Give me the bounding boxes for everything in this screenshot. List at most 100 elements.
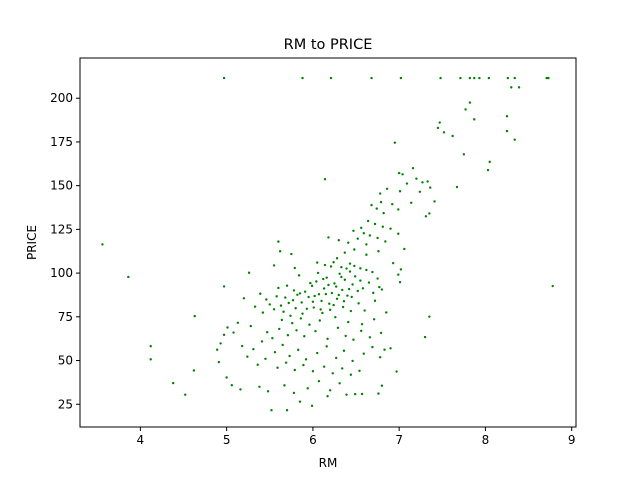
data-point — [356, 237, 359, 240]
data-point — [376, 236, 379, 240]
data-point — [127, 275, 130, 279]
data-point — [293, 368, 296, 372]
data-point — [442, 131, 446, 134]
data-point — [306, 387, 309, 390]
data-point — [334, 315, 337, 319]
data-point — [286, 333, 290, 337]
data-point — [316, 261, 319, 264]
data-point — [297, 348, 300, 352]
data-point — [249, 324, 252, 328]
data-point — [397, 171, 401, 175]
data-point — [421, 181, 424, 184]
data-point — [418, 190, 422, 193]
data-point — [272, 308, 276, 311]
y-axis-label: PRICE — [25, 225, 39, 260]
data-point — [368, 336, 372, 339]
data-point — [276, 366, 279, 369]
data-point — [226, 326, 229, 329]
x-tick-label: 7 — [395, 433, 403, 447]
data-point — [359, 267, 362, 270]
data-point — [352, 229, 355, 232]
data-point — [258, 385, 261, 388]
data-point — [399, 76, 403, 80]
data-point — [283, 384, 286, 387]
data-point — [517, 86, 521, 89]
data-point — [349, 309, 353, 313]
data-point — [298, 400, 302, 403]
data-point — [268, 303, 271, 306]
data-point — [378, 285, 381, 289]
data-point — [513, 138, 516, 141]
data-point — [328, 302, 331, 305]
data-point — [345, 393, 348, 396]
data-point — [397, 232, 400, 235]
data-point — [242, 297, 246, 300]
data-point — [346, 294, 349, 297]
data-point — [265, 298, 268, 301]
data-point — [316, 351, 319, 355]
data-point — [300, 301, 303, 304]
data-point — [184, 393, 187, 396]
data-point — [359, 279, 362, 282]
data-point — [328, 389, 332, 392]
data-point — [411, 166, 415, 170]
data-point — [389, 227, 392, 230]
data-point — [285, 284, 289, 287]
data-point — [301, 76, 304, 80]
data-point — [312, 306, 315, 309]
data-point — [336, 326, 340, 330]
data-point — [313, 294, 316, 298]
data-point — [378, 356, 382, 359]
data-point — [356, 289, 359, 293]
data-point — [547, 76, 550, 80]
data-point — [219, 342, 222, 345]
data-point — [464, 108, 467, 111]
data-point — [297, 274, 301, 277]
data-point — [322, 277, 325, 281]
data-point — [171, 381, 175, 385]
data-point — [350, 295, 353, 299]
data-point — [328, 308, 332, 312]
data-point — [319, 308, 322, 311]
data-point — [222, 285, 226, 288]
data-point — [473, 118, 476, 121]
data-point — [222, 76, 226, 80]
data-point — [215, 348, 219, 351]
data-point — [259, 292, 262, 295]
data-point — [340, 265, 343, 269]
data-point — [389, 347, 392, 350]
data-point — [299, 317, 303, 320]
data-point — [101, 243, 104, 246]
y-tick-label: 100 — [50, 266, 73, 280]
data-point — [315, 280, 318, 283]
y-tick-label: 175 — [50, 135, 73, 149]
data-point — [362, 232, 365, 235]
data-point — [360, 329, 363, 333]
x-tick-label: 6 — [309, 433, 317, 447]
data-point — [326, 395, 329, 398]
data-point — [298, 292, 302, 295]
data-point — [486, 168, 490, 172]
data-point — [348, 262, 352, 265]
data-point — [377, 250, 380, 253]
data-point — [265, 331, 269, 334]
data-point — [236, 321, 240, 324]
data-point — [307, 295, 310, 299]
data-point — [329, 265, 333, 268]
data-point — [381, 225, 384, 228]
data-point — [332, 303, 335, 307]
data-point — [273, 350, 277, 354]
data-point — [232, 331, 235, 334]
data-point — [285, 409, 289, 412]
data-point — [335, 297, 339, 301]
data-point — [330, 291, 334, 295]
data-point — [320, 299, 323, 303]
data-point — [324, 292, 328, 296]
data-point — [322, 287, 326, 290]
y-tick-label: 25 — [58, 397, 73, 411]
data-point — [347, 287, 351, 291]
plot-frame — [79, 57, 577, 428]
data-point — [278, 327, 281, 331]
data-point — [341, 367, 344, 370]
data-point — [345, 267, 348, 270]
